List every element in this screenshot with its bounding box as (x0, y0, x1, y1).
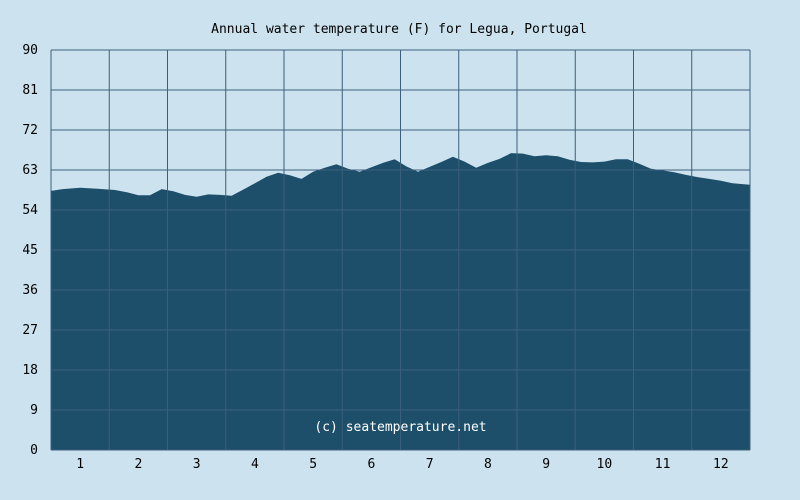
x-tick-label: 3 (193, 457, 201, 472)
x-tick-label: 12 (713, 457, 729, 472)
y-tick-label: 72 (22, 123, 38, 138)
y-tick-label: 0 (30, 443, 38, 458)
y-axis-ticks: 0 9 18 27 36 45 54 63 72 81 90 (22, 43, 38, 458)
copyright-watermark: (c) seatemperature.net (314, 420, 486, 435)
x-tick-label: 7 (426, 457, 434, 472)
y-tick-label: 81 (22, 83, 38, 98)
y-tick-label: 45 (22, 243, 38, 258)
y-tick-label: 90 (22, 43, 38, 58)
y-tick-label: 36 (22, 283, 38, 298)
x-tick-label: 11 (655, 457, 671, 472)
x-tick-label: 6 (367, 457, 375, 472)
x-tick-label: 8 (484, 457, 492, 472)
grid-lines (50, 49, 751, 451)
x-tick-label: 1 (76, 457, 84, 472)
x-tick-label: 5 (309, 457, 317, 472)
x-axis-ticks: 1 2 3 4 5 6 7 8 9 10 11 12 (76, 457, 728, 472)
y-tick-label: 18 (22, 363, 38, 378)
x-tick-label: 10 (597, 457, 613, 472)
y-tick-label: 9 (30, 403, 38, 418)
x-tick-label: 4 (251, 457, 259, 472)
x-tick-label: 9 (542, 457, 550, 472)
chart-title: Annual water temperature (F) for Legua, … (211, 22, 587, 37)
y-tick-label: 63 (22, 163, 38, 178)
x-tick-label: 2 (134, 457, 142, 472)
y-tick-label: 27 (22, 323, 38, 338)
y-tick-label: 54 (22, 203, 38, 218)
